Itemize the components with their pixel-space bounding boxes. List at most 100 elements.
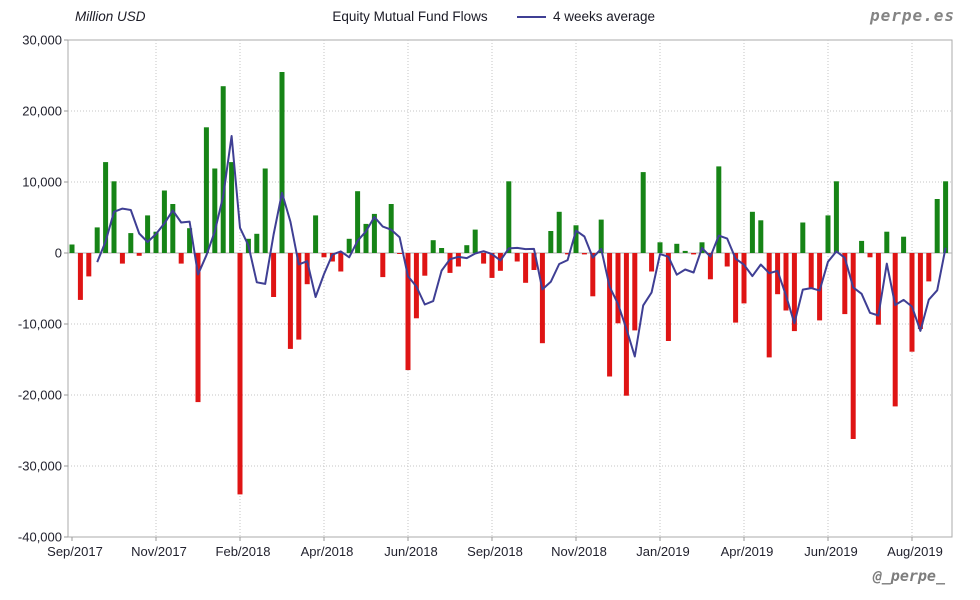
bar-week-50 — [489, 253, 495, 278]
bar-week-60 — [573, 225, 579, 253]
bar-week-52 — [506, 181, 512, 253]
bar-week-15 — [195, 253, 201, 403]
bar-week-61 — [581, 253, 587, 255]
bar-week-47 — [464, 245, 470, 253]
bar-week-35 — [363, 223, 369, 253]
bar-week-44 — [439, 248, 445, 253]
bar-week-103 — [934, 199, 940, 253]
bar-week-96 — [875, 253, 881, 325]
bar-week-6 — [119, 253, 125, 264]
x-tick-label: Feb/2018 — [216, 544, 271, 559]
bar-week-102 — [926, 253, 932, 282]
bar-week-3 — [94, 227, 100, 253]
bar-week-20 — [237, 253, 243, 495]
bar-week-53 — [514, 253, 520, 262]
bar-week-65 — [615, 253, 621, 324]
bar-week-26 — [287, 253, 293, 349]
bar-week-59 — [565, 253, 571, 255]
bar-week-10 — [153, 231, 159, 253]
bar-week-78 — [724, 253, 730, 267]
bar-week-100 — [909, 253, 915, 352]
bar-week-14 — [187, 228, 193, 253]
bar-week-12 — [170, 204, 176, 253]
bar-week-8 — [136, 253, 142, 256]
y-axis-unit-label: Million USD — [75, 9, 146, 24]
bar-week-62 — [590, 253, 596, 297]
x-tick-label: Nov/2017 — [131, 544, 187, 559]
bar-week-68 — [640, 172, 646, 253]
bar-week-93 — [850, 253, 856, 439]
bar-week-83 — [766, 253, 772, 358]
bar-week-7 — [128, 233, 134, 253]
x-tick-label: Apr/2018 — [301, 544, 354, 559]
chart-title: Equity Mutual Fund Flows — [332, 9, 488, 24]
bar-week-104 — [943, 181, 949, 253]
bar-week-16 — [203, 127, 209, 253]
bar-week-34 — [355, 191, 361, 253]
bar-week-25 — [279, 72, 285, 254]
y-tick-label: -30,000 — [18, 459, 62, 474]
bar-week-0 — [69, 244, 75, 253]
bar-week-38 — [388, 204, 394, 253]
x-tick-label: Aug/2019 — [887, 544, 943, 559]
bar-week-89 — [817, 253, 823, 321]
bar-week-69 — [649, 253, 655, 272]
bar-week-98 — [892, 253, 898, 407]
bar-week-64 — [607, 253, 613, 377]
bar-week-29 — [313, 215, 319, 253]
bar-week-23 — [262, 168, 268, 253]
bar-week-76 — [707, 253, 713, 280]
bar-week-49 — [481, 253, 487, 264]
bar-week-73 — [682, 250, 688, 253]
bar-week-55 — [531, 253, 537, 270]
bar-week-32 — [338, 253, 344, 272]
bar-week-77 — [716, 166, 722, 253]
bar-week-54 — [523, 253, 529, 283]
bar-week-74 — [691, 253, 697, 255]
legend-label: 4 weeks average — [553, 9, 656, 24]
bar-week-67 — [632, 253, 638, 331]
y-tick-label: -40,000 — [18, 530, 62, 545]
bar-week-39 — [397, 253, 403, 254]
bar-week-24 — [271, 253, 277, 297]
bar-week-101 — [917, 253, 923, 329]
bar-week-19 — [229, 162, 235, 253]
bar-week-56 — [539, 253, 545, 344]
signature-handle: @_perpe_ — [872, 567, 945, 585]
bar-week-66 — [623, 253, 629, 396]
bar-week-43 — [430, 240, 436, 253]
bar-week-95 — [867, 253, 873, 258]
bar-week-86 — [791, 253, 797, 332]
bar-week-70 — [657, 242, 663, 253]
four-week-average-line — [96, 135, 947, 358]
bar-week-13 — [178, 253, 184, 264]
x-tick-label: Apr/2019 — [721, 544, 774, 559]
bar-week-92 — [842, 253, 848, 315]
bar-week-48 — [472, 229, 478, 253]
bar-week-31 — [329, 253, 335, 262]
watermark-site: perpe.es — [869, 6, 955, 25]
bar-week-46 — [455, 253, 461, 267]
bar-week-94 — [859, 240, 865, 253]
bar-week-97 — [884, 231, 890, 253]
bar-week-91 — [833, 181, 839, 253]
y-tick-label: -20,000 — [18, 388, 62, 403]
x-tick-label: Jun/2019 — [804, 544, 858, 559]
bar-week-17 — [212, 168, 218, 253]
y-tick-label: 0 — [55, 246, 62, 261]
bar-week-81 — [749, 211, 755, 253]
x-tick-label: Jan/2019 — [636, 544, 690, 559]
x-tick-label: Sep/2018 — [467, 544, 523, 559]
x-tick-label: Jun/2018 — [384, 544, 438, 559]
bar-week-2 — [86, 253, 92, 277]
bar-week-63 — [598, 219, 604, 253]
bar-week-71 — [665, 253, 671, 341]
bar-week-90 — [825, 215, 831, 253]
bar-week-36 — [371, 213, 377, 253]
bar-week-87 — [800, 222, 806, 253]
bar-week-57 — [548, 231, 554, 253]
bar-week-51 — [497, 253, 503, 271]
bar-week-30 — [321, 253, 327, 258]
y-tick-label: 20,000 — [22, 104, 62, 119]
